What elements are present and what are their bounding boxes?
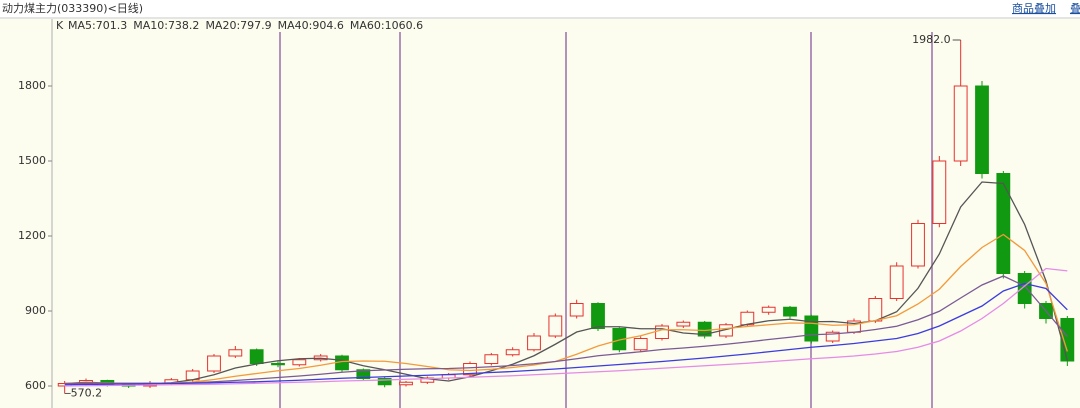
legend-entry: MA5:701.3 bbox=[68, 19, 127, 32]
candle-body bbox=[548, 315, 563, 337]
ma-line bbox=[64, 282, 1068, 386]
candle-body bbox=[996, 173, 1011, 274]
candle-body bbox=[420, 377, 435, 383]
candle-body bbox=[292, 359, 307, 366]
candle-body bbox=[356, 369, 371, 379]
y-tick-label: 1800 bbox=[18, 79, 46, 92]
period-separators bbox=[279, 32, 933, 408]
candle-body bbox=[228, 349, 243, 357]
candle-body bbox=[889, 265, 904, 299]
candle-body bbox=[868, 298, 883, 322]
ma-line bbox=[64, 233, 1068, 385]
candle-body bbox=[975, 85, 989, 174]
ma-line bbox=[64, 181, 1068, 385]
candle-body bbox=[463, 363, 477, 376]
candle-body bbox=[1017, 273, 1032, 304]
candle-body bbox=[676, 321, 691, 327]
legend-entry: MA40:904.6 bbox=[278, 19, 344, 32]
overlay-button[interactable]: 叠 bbox=[1070, 2, 1080, 15]
candle-body bbox=[527, 335, 541, 351]
candle-body bbox=[825, 331, 840, 342]
candle-body bbox=[1060, 318, 1075, 362]
legend-entry: MA20:797.9 bbox=[205, 19, 271, 32]
candle-body bbox=[591, 303, 605, 329]
candle-body bbox=[655, 325, 669, 339]
candle-body bbox=[484, 354, 499, 364]
legend-prefix: K bbox=[56, 19, 64, 32]
legend-entry: MA10:738.2 bbox=[133, 19, 199, 32]
y-tick-label: 1500 bbox=[18, 154, 46, 167]
y-tick-label: 1200 bbox=[18, 229, 46, 242]
candle-body bbox=[633, 338, 648, 351]
y-tick-label: 900 bbox=[25, 304, 46, 317]
candle-body bbox=[249, 349, 264, 364]
candle-body bbox=[804, 315, 819, 342]
candle-body bbox=[932, 160, 947, 224]
candle-body bbox=[761, 306, 776, 313]
candle-body bbox=[953, 85, 968, 162]
candle-body bbox=[783, 306, 797, 317]
ma-line bbox=[64, 275, 1068, 385]
candle-body bbox=[697, 321, 712, 337]
chart-title: 动力煤主力(033390)<日线) bbox=[2, 1, 143, 15]
high-label: 1982.0 bbox=[912, 33, 951, 46]
candle-body bbox=[569, 303, 584, 317]
candle-body bbox=[399, 381, 413, 386]
legend-entry: MA60:1060.6 bbox=[350, 19, 423, 32]
candle-body bbox=[911, 223, 925, 267]
candle-body bbox=[207, 355, 221, 372]
low-label: 570.2 bbox=[71, 386, 103, 399]
top-bar bbox=[0, 0, 1080, 18]
y-tick-label: 600 bbox=[25, 379, 46, 392]
candle-body bbox=[271, 363, 285, 366]
candle-body bbox=[505, 349, 520, 356]
ma-line bbox=[64, 267, 1068, 387]
overlay-button[interactable]: 商品叠加 bbox=[1012, 1, 1056, 15]
candle-body bbox=[377, 378, 392, 386]
